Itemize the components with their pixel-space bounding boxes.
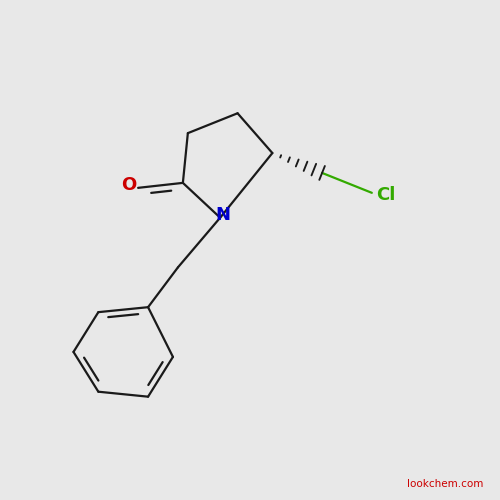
Text: O: O xyxy=(122,176,137,194)
Text: lookchem.com: lookchem.com xyxy=(408,478,484,488)
Text: Cl: Cl xyxy=(376,186,396,204)
Text: N: N xyxy=(215,206,230,224)
